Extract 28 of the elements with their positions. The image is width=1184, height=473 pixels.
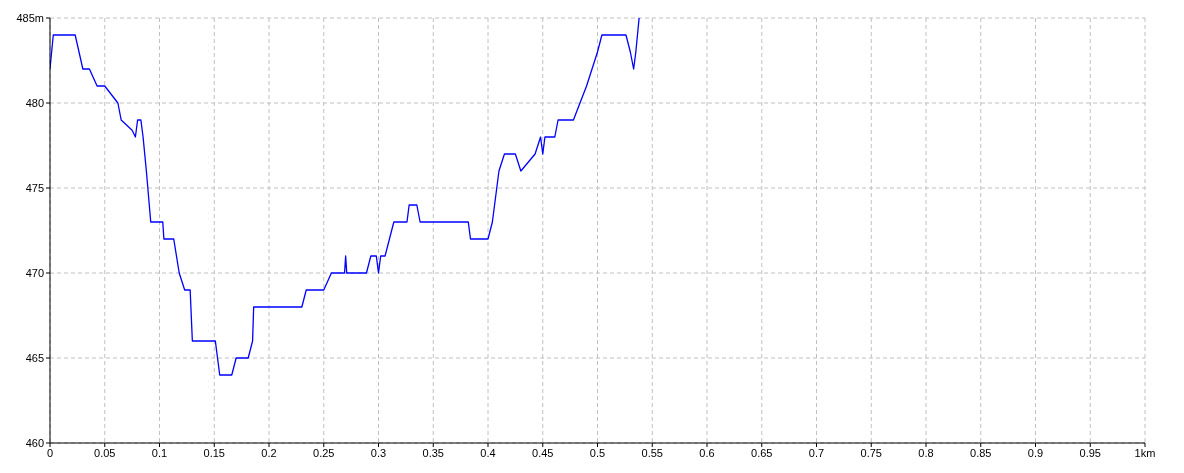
x-tick-label: 0.1	[151, 446, 168, 459]
x-tick-label: 0.5	[589, 446, 606, 459]
y-tick-label: 475	[25, 181, 44, 194]
x-tick-label: 0	[46, 446, 54, 459]
y-tick-label: 465	[25, 351, 44, 364]
x-tick-label: 1km	[1134, 446, 1156, 459]
x-tick-label: 0.8	[918, 446, 934, 459]
x-tick-label: 0.45	[532, 446, 554, 459]
x-tick-label: 0.35	[422, 446, 444, 459]
x-tick-label: 0.75	[860, 446, 882, 459]
line-series	[50, 18, 640, 376]
x-tick-label: 0.95	[1079, 446, 1101, 459]
y-tick-label: 480	[25, 96, 44, 109]
x-tick-label: 0.25	[313, 446, 335, 459]
x-tick-label: 0.6	[699, 446, 715, 459]
x-tick-label: 0.85	[970, 446, 992, 459]
y-tick-label: 470	[25, 266, 44, 279]
x-tick-label: 0.3	[370, 446, 387, 459]
x-tick-label: 0.05	[94, 446, 116, 459]
y-tick-label: 460	[25, 436, 44, 449]
x-tick-label: 0.7	[808, 446, 825, 459]
x-tick-label: 0.15	[203, 446, 225, 459]
y-tick-label: 485m	[16, 11, 44, 24]
x-tick-label: 0.9	[1027, 446, 1044, 459]
x-tick-label: 0.65	[751, 446, 773, 459]
x-tick-label: 0.55	[641, 446, 663, 459]
x-tick-label: 0.4	[480, 446, 496, 459]
x-tick-label: 0.2	[261, 446, 277, 459]
